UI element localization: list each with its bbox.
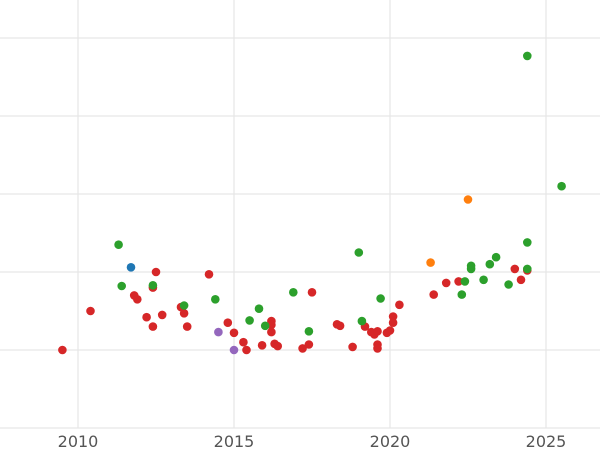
scatter-point xyxy=(463,195,473,204)
scatter-point xyxy=(307,288,317,297)
scatter-point xyxy=(273,341,283,351)
scatter-point xyxy=(204,270,214,279)
x-axis-tick-labels: 2010 2015 2020 2025 xyxy=(58,432,567,450)
scatter-point xyxy=(214,327,223,337)
scatter-point xyxy=(117,281,126,291)
scatter-point xyxy=(523,238,532,247)
scatter-point xyxy=(373,327,382,336)
scatter-point xyxy=(335,321,345,331)
scatter-point xyxy=(376,294,385,303)
scatter-point xyxy=(304,327,314,336)
data-points xyxy=(58,51,566,355)
scatter-point xyxy=(491,252,501,262)
scatter-point xyxy=(289,288,298,297)
x-tick-label: 2020 xyxy=(370,432,411,450)
x-tick-label: 2025 xyxy=(526,432,567,450)
scatter-point xyxy=(257,341,267,350)
scatter-point xyxy=(479,275,488,285)
scatter-point xyxy=(441,278,451,288)
scatter-point xyxy=(245,316,254,325)
scatter-point xyxy=(516,275,526,285)
scatter-point xyxy=(357,316,367,326)
scatter-point xyxy=(151,267,161,277)
scatter-point xyxy=(229,345,239,355)
scatter-point xyxy=(348,342,357,352)
gridlines xyxy=(0,0,600,429)
scatter-point xyxy=(523,264,532,274)
scatter-point xyxy=(504,280,513,289)
scatter-point xyxy=(148,281,158,290)
scatter-point xyxy=(298,344,307,353)
x-tick-label: 2015 xyxy=(214,432,255,450)
scatter-point xyxy=(133,295,142,304)
scatter-point xyxy=(229,328,239,338)
scatter-point xyxy=(157,310,167,320)
scatter-point xyxy=(457,290,467,299)
scatter-point xyxy=(239,337,248,347)
scatter-point xyxy=(388,318,398,328)
scatter-point xyxy=(142,312,151,322)
scatter-point xyxy=(126,263,136,272)
scatter-point xyxy=(426,258,435,267)
scatter-point xyxy=(485,259,495,269)
scatter-point xyxy=(388,312,398,321)
scatter-point xyxy=(179,301,189,310)
scatter-point xyxy=(58,345,67,355)
scatter-point xyxy=(395,300,404,310)
scatter-point xyxy=(454,277,463,286)
scatter-point xyxy=(148,322,158,331)
scatter-point xyxy=(179,309,189,318)
scatter-point xyxy=(267,327,276,337)
scatter-point xyxy=(114,240,123,249)
scatter-point xyxy=(86,306,95,316)
scatter-point xyxy=(460,277,470,286)
scatter-point xyxy=(223,318,233,328)
scatter-point xyxy=(557,181,566,191)
scatter-point xyxy=(211,295,220,304)
scatter-point xyxy=(429,290,439,299)
scatter-point xyxy=(510,264,520,274)
x-tick-label: 2010 xyxy=(58,432,99,450)
scatter-point xyxy=(373,344,382,353)
scatter-point xyxy=(242,345,251,355)
scatter-point xyxy=(182,322,192,331)
scatter-point xyxy=(385,326,395,335)
scatter-point xyxy=(523,51,532,61)
scatter-point xyxy=(254,304,264,314)
scatter-point xyxy=(304,340,314,349)
scatter-point xyxy=(260,321,270,331)
scatter-point xyxy=(354,248,364,257)
scatter-point xyxy=(466,261,476,271)
